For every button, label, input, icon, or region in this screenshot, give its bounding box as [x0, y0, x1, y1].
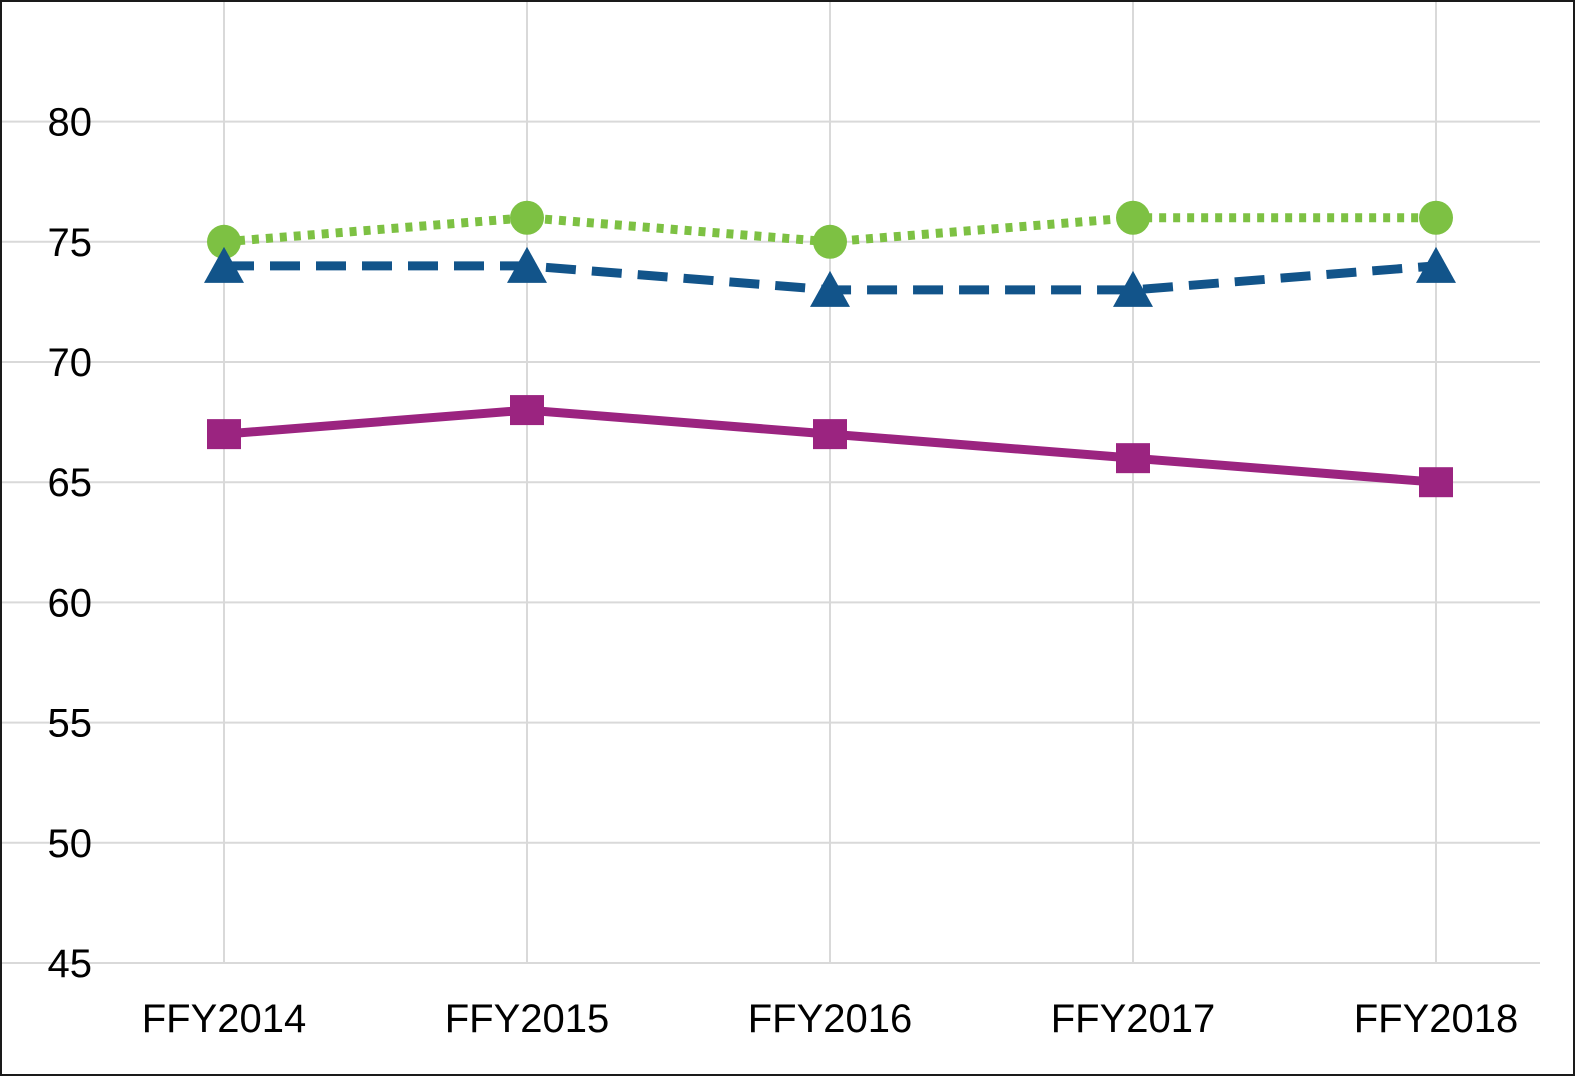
data-point-square [1116, 443, 1150, 474]
data-point-square [510, 395, 544, 426]
data-point-triangle [1416, 246, 1456, 283]
y-tick-label: 50 [48, 822, 93, 866]
data-point-circle [1419, 200, 1453, 235]
data-point-square [207, 419, 241, 450]
series-2 [204, 246, 1456, 307]
x-tick-label: FFY2015 [445, 997, 610, 1041]
data-point-triangle [204, 246, 244, 283]
data-point-square [813, 419, 847, 450]
x-tick-label: FFY2017 [1051, 997, 1216, 1041]
x-tick-label: FFY2014 [142, 997, 307, 1041]
data-point-triangle [507, 246, 547, 283]
y-tick-label: 70 [48, 341, 93, 385]
data-point-triangle [810, 270, 850, 307]
y-tick-label: 45 [48, 942, 93, 986]
axis-layer: 45 50 55 60 65 70 75 80 FFY2014 FFY2015 FFY2016 FFY… [48, 101, 1519, 1041]
y-tick-label: 80 [48, 101, 93, 145]
data-point-circle [207, 224, 241, 259]
y-tick-label: 75 [48, 221, 93, 265]
series-1 [207, 200, 1453, 259]
data-point-triangle [1113, 270, 1153, 307]
data-point-circle [813, 224, 847, 259]
series-3 [207, 395, 1453, 498]
data-point-square [1419, 467, 1453, 498]
y-tick-label: 65 [48, 461, 93, 505]
data-point-circle [1116, 200, 1150, 235]
x-tick-label: FFY2016 [748, 997, 913, 1041]
y-tick-label: 60 [48, 581, 93, 625]
y-tick-label: 55 [48, 702, 93, 746]
x-tick-label: FFY2018 [1354, 997, 1519, 1041]
data-point-circle [510, 200, 544, 235]
series-layer [204, 200, 1456, 498]
grid-layer [2, 2, 1540, 964]
